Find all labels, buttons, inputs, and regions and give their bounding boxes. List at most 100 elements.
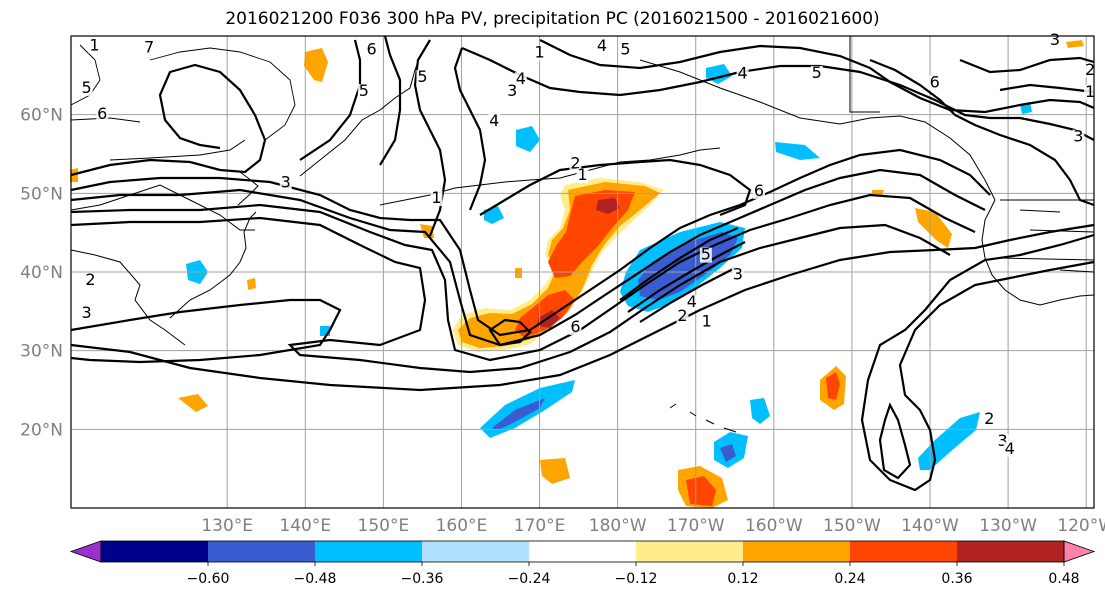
precip-negative-streak-core — [492, 398, 545, 430]
pv-contour-label: 5 — [701, 245, 711, 264]
precip-blob — [686, 476, 716, 506]
pv-contours — [70, 35, 1095, 492]
pv-contour-jet-4 — [70, 216, 951, 374]
coastline-alaska — [639, 36, 996, 201]
pv-contour-label: 6 — [570, 317, 580, 336]
pv-contour-label: 3 — [1073, 127, 1083, 146]
colorbar-segment — [101, 541, 209, 562]
pv-contour-label: 1 — [702, 311, 712, 330]
pv-contour-north-8 — [959, 56, 1095, 94]
pv-contour-jet-3 — [70, 193, 976, 362]
pv-contour-label: 5 — [82, 78, 92, 97]
pv-contour-label: 3 — [733, 264, 743, 283]
pv-contour-label: 7 — [144, 38, 154, 57]
pv-contour-label-bg — [676, 308, 689, 324]
pv-contour-label-bg — [699, 247, 712, 263]
pv-contour-label-bg — [569, 156, 582, 172]
pv-contour-trough-inner — [878, 402, 912, 480]
pv-contour-label-bg — [619, 42, 632, 58]
pv-contour-label-bg — [731, 267, 744, 283]
coastline-hawaii — [669, 403, 737, 433]
colorbar-labels: −0.60 −0.48 −0.36 −0.24 −0.12 0.12 0.24 0.36 0.4… — [187, 562, 1080, 587]
colorbar-segment — [529, 541, 637, 562]
longitude-tick-label: 140°W — [901, 516, 959, 536]
precip-blob — [540, 458, 570, 484]
coastline-kamchatka — [299, 55, 421, 177]
colorbar-tick-label: −0.36 — [401, 571, 444, 587]
precip-blob — [1066, 40, 1084, 48]
colorbar-segment — [422, 541, 530, 562]
pv-contour-label: 4 — [687, 292, 697, 311]
longitude-tick-label: 180°W — [589, 516, 647, 536]
pv-contour-label: 3 — [281, 172, 291, 191]
colorbar — [69, 540, 1096, 563]
pv-contour-label: 5 — [417, 67, 427, 86]
pv-contour-north-1 — [70, 63, 267, 177]
pv-contour-label-bg — [928, 75, 941, 91]
longitude-tick-label: 160°E — [436, 516, 488, 536]
pv-contour-label-bg — [596, 39, 609, 55]
pv-contour-label: 1 — [534, 42, 544, 61]
longitude-tick-label: 120°W — [1057, 516, 1105, 536]
precip-blob — [178, 394, 208, 412]
colorbar-tick-label: 0.36 — [941, 571, 972, 587]
pv-contour-label-bg — [96, 106, 109, 122]
pv-contour-jet-inner — [619, 226, 746, 323]
pv-contour-thin-1 — [149, 47, 296, 141]
pv-contour-trough — [860, 233, 1095, 492]
pv-contour-label-bg — [80, 305, 93, 321]
precip-positive-darkred — [538, 198, 620, 328]
precip-blob — [915, 208, 952, 248]
pv-contour-label-bg — [700, 314, 713, 330]
longitude-tick-label: 150°W — [823, 516, 881, 536]
pv-contour-north-2 — [299, 35, 402, 166]
pv-contour-label: 1 — [1085, 82, 1095, 101]
precip-blob — [775, 142, 820, 160]
pv-contour-label-bg — [1084, 84, 1097, 100]
pv-contour-label-bg — [576, 168, 589, 184]
latitude-tick-label: 50°N — [20, 184, 63, 204]
colorbar-tick-label: 0.48 — [1048, 571, 1079, 587]
pv-contour-label: 4 — [489, 111, 499, 130]
coastline-japan — [169, 171, 259, 319]
colorbar-tick-label: 0.12 — [727, 571, 758, 587]
precip-blob — [304, 48, 328, 82]
longitude-tick-label: 160°W — [745, 516, 803, 536]
pv-contour-label: 5 — [359, 81, 369, 100]
pv-contour-north-5 — [461, 46, 1095, 141]
pv-contour-label-bg — [810, 65, 823, 81]
pv-contour-label-bg — [1072, 129, 1085, 145]
colorbar-segment — [315, 541, 423, 562]
longitude-tick-label: 170°W — [667, 516, 725, 536]
pv-contour-north-6 — [539, 39, 1095, 114]
latitude-labels: 20°N 30°N 40°N 50°N 60°N — [20, 106, 63, 441]
pv-contour-label-bg — [752, 183, 765, 199]
colorbar-tick-label: −0.48 — [294, 571, 337, 587]
coastline-north-america — [981, 199, 1095, 306]
longitude-labels: 130°E 140°E 150°E 160°E 170°E 180°W 170°W 160°W… — [201, 516, 1105, 536]
pv-contour-thin-2 — [70, 44, 101, 106]
latitude-tick-label: 20°N — [20, 420, 63, 440]
pv-contour-north-4 — [479, 158, 752, 217]
longitude-tick-label: 130°E — [201, 516, 253, 536]
pv-contour-label: 6 — [754, 181, 764, 200]
pv-contour-label: 2 — [85, 270, 95, 289]
colorbar-segment — [208, 541, 316, 562]
colorbar-segment — [850, 541, 958, 562]
pv-contour-label: 1 — [89, 35, 99, 54]
colorbar-extend-low — [69, 540, 102, 563]
latitude-tick-label: 60°N — [20, 106, 63, 126]
pv-contour-label-bg — [488, 113, 501, 129]
pv-contour-label-bg — [514, 72, 527, 88]
pv-contour-label-bg — [88, 38, 101, 54]
precip-blob — [750, 398, 770, 424]
pv-contour-label: 3 — [82, 303, 92, 322]
pv-contour-label-bg — [279, 175, 292, 191]
precip-blob — [516, 126, 540, 152]
pv-contour-cutoff — [488, 318, 532, 347]
pv-contour-label: 6 — [930, 72, 940, 91]
coastline-asia — [70, 117, 255, 346]
precip-negative-core — [638, 232, 738, 300]
precip-blob — [720, 444, 736, 462]
